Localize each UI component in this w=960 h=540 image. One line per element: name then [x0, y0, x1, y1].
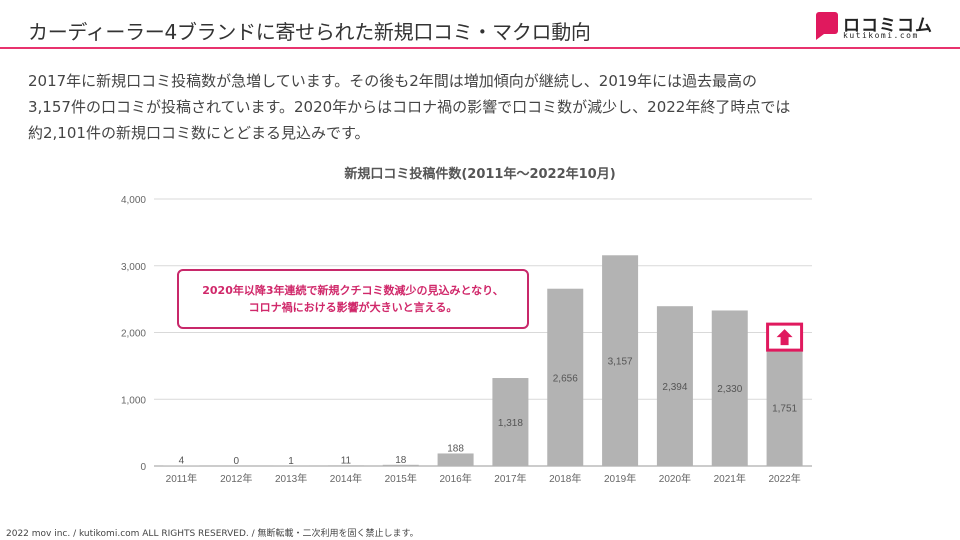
y-tick-label: 4,000 — [121, 195, 146, 206]
data-label: 4 — [179, 456, 185, 467]
intro-text: 2017年に新規口コミ投稿数が急増しています。その後も2年間は増加傾向が継続し、… — [28, 68, 928, 146]
copyright-footer: 2022 mov inc. / kutikomi.com ALL RIGHTS … — [6, 529, 419, 539]
data-label: 2,394 — [662, 382, 687, 393]
data-label: 1,318 — [498, 418, 523, 429]
x-tick-label: 2020年 — [659, 472, 691, 485]
page-header: カーディーラー4ブランドに寄せられた新規口コミ・マクロ動向 ロコミコム kuti… — [0, 0, 960, 50]
data-label: 18 — [395, 455, 407, 466]
x-tick-label: 2016年 — [439, 472, 471, 485]
title-divider — [0, 47, 960, 49]
data-label: 3,157 — [608, 357, 633, 368]
bar — [327, 465, 364, 466]
logo-wordmark: ロコミコム — [843, 16, 933, 36]
intro-line: 約2,101件の新規口コミ数にとどまる見込みです。 — [28, 124, 370, 142]
data-label: 2,656 — [553, 373, 578, 384]
x-tick-label: 2018年 — [549, 472, 581, 485]
data-label: 1,751 — [772, 404, 797, 415]
speech-bubble-icon — [816, 12, 838, 40]
y-tick-label: 3,000 — [121, 262, 146, 273]
callout-box: 2020年以降3年連続で新規クチコミ数減少の見込みとなり、 コロナ禍における影響… — [177, 269, 529, 329]
callout-line: 2020年以降3年連続で新規クチコミ数減少の見込みとなり、 — [202, 284, 504, 297]
bar — [492, 378, 529, 466]
bar — [656, 306, 693, 466]
bar — [382, 464, 419, 466]
data-label: 11 — [341, 455, 352, 466]
bar — [602, 255, 639, 466]
x-tick-label: 2019年 — [604, 472, 636, 485]
intro-line: 2017年に新規口コミ投稿数が急増しています。その後も2年間は増加傾向が継続し、… — [28, 72, 757, 90]
callout-line: コロナ禍における影響が大きいと言える。 — [248, 301, 458, 314]
arrow-up-icon — [766, 322, 804, 352]
intro-line: 3,157件の口コミが投稿されています。2020年からはコロナ禍の影響で口コミ数… — [28, 98, 791, 116]
bar — [547, 288, 584, 466]
y-tick-label: 2,000 — [121, 329, 146, 340]
bar — [711, 310, 748, 466]
x-tick-label: 2022年 — [768, 472, 800, 485]
data-label: 1 — [288, 456, 294, 467]
x-tick-label: 2017年 — [494, 472, 526, 485]
x-tick-label: 2014年 — [330, 472, 362, 485]
data-label: 188 — [447, 443, 464, 454]
bar — [766, 349, 803, 466]
x-tick-label: 2011年 — [166, 472, 198, 485]
logo-subtext: kutikomi.com — [843, 31, 919, 40]
bar — [437, 453, 474, 466]
bar-chart: 0 1,000 2,000 3,000 4,000 4 2011年 0 2012年 1 2013年 1… — [121, 195, 812, 485]
data-label: 0 — [233, 456, 239, 467]
x-tick-label: 2021年 — [714, 472, 746, 485]
brand-logo[interactable]: ロコミコム kutikomi.com — [816, 12, 932, 42]
data-label: 2,330 — [717, 384, 742, 395]
x-tick-label: 2013年 — [275, 472, 307, 485]
x-tick-label: 2015年 — [385, 472, 417, 485]
x-tick-label: 2012年 — [220, 472, 252, 485]
chart-title: 新規口コミ投稿件数(2011年〜2022年10月) — [344, 167, 616, 182]
y-tick-label: 1,000 — [121, 395, 146, 406]
y-tick-label: 0 — [140, 462, 146, 473]
page-title: カーディーラー4ブランドに寄せられた新規口コミ・マクロ動向 — [28, 20, 591, 44]
